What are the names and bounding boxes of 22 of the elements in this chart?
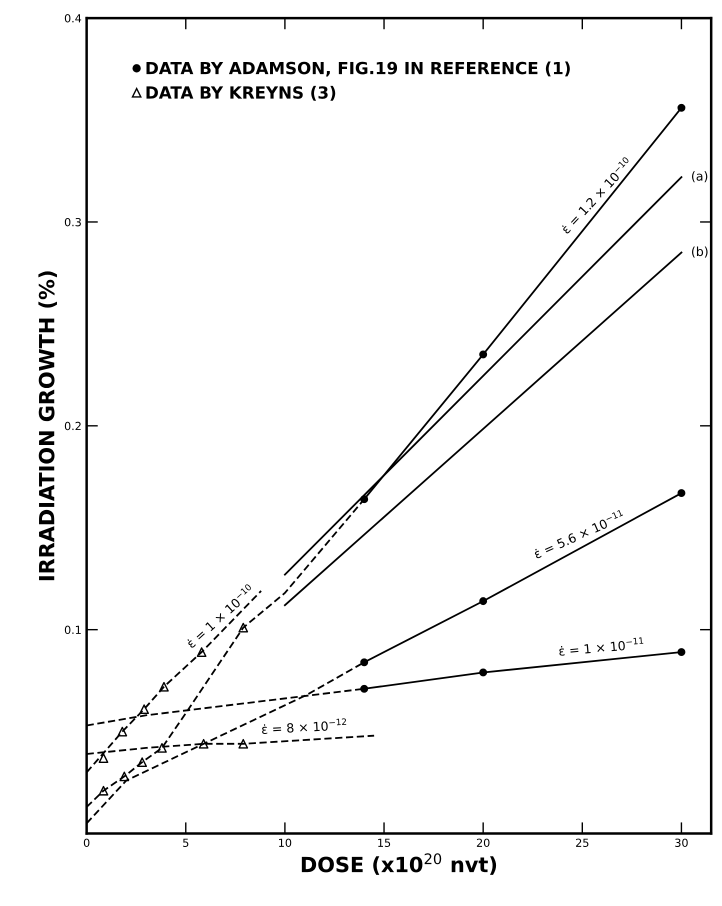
x-tick-label: 5	[183, 838, 188, 847]
x-tick-label: 25	[576, 838, 588, 847]
annotation: (a)	[692, 171, 708, 182]
annotation: ε̇ = 1.2 × 10$^{−10}$	[559, 156, 633, 234]
legend-label: DATA BY KREYNS (3)	[146, 86, 336, 101]
x-tick-label: 30	[675, 838, 688, 847]
y-tick-label: 0.3	[64, 218, 81, 226]
x-tick-label: 10	[279, 838, 292, 847]
annotation: ε̇ = 8 × 10$^{−12}$	[262, 718, 346, 734]
y-axis-title: IRRADIATION GROWTH (%)	[38, 271, 57, 580]
x-tick-label: 0	[84, 838, 90, 847]
legend-label: DATA BY ADAMSON, FIG.19 IN REFERENCE (1)	[146, 61, 570, 76]
x-tick-label: 15	[378, 838, 390, 847]
y-tick-label: 0.1	[64, 626, 81, 634]
y-tick-label: 0.2	[64, 422, 81, 430]
annotation: ε̇ = 1 × 10$^{−10}$	[184, 583, 256, 649]
annotation: (b)	[692, 246, 708, 258]
x-axis-title: DOSE (x10$^{20}$ nvt)	[302, 853, 496, 875]
annotation: ε̇ = 1 × 10$^{−11}$	[558, 637, 644, 656]
x-tick-label: 20	[476, 838, 490, 847]
y-tick-label: 0.4	[64, 14, 82, 22]
annotation: ε̇ = 5.6 × 10$^{−11}$	[532, 509, 626, 559]
